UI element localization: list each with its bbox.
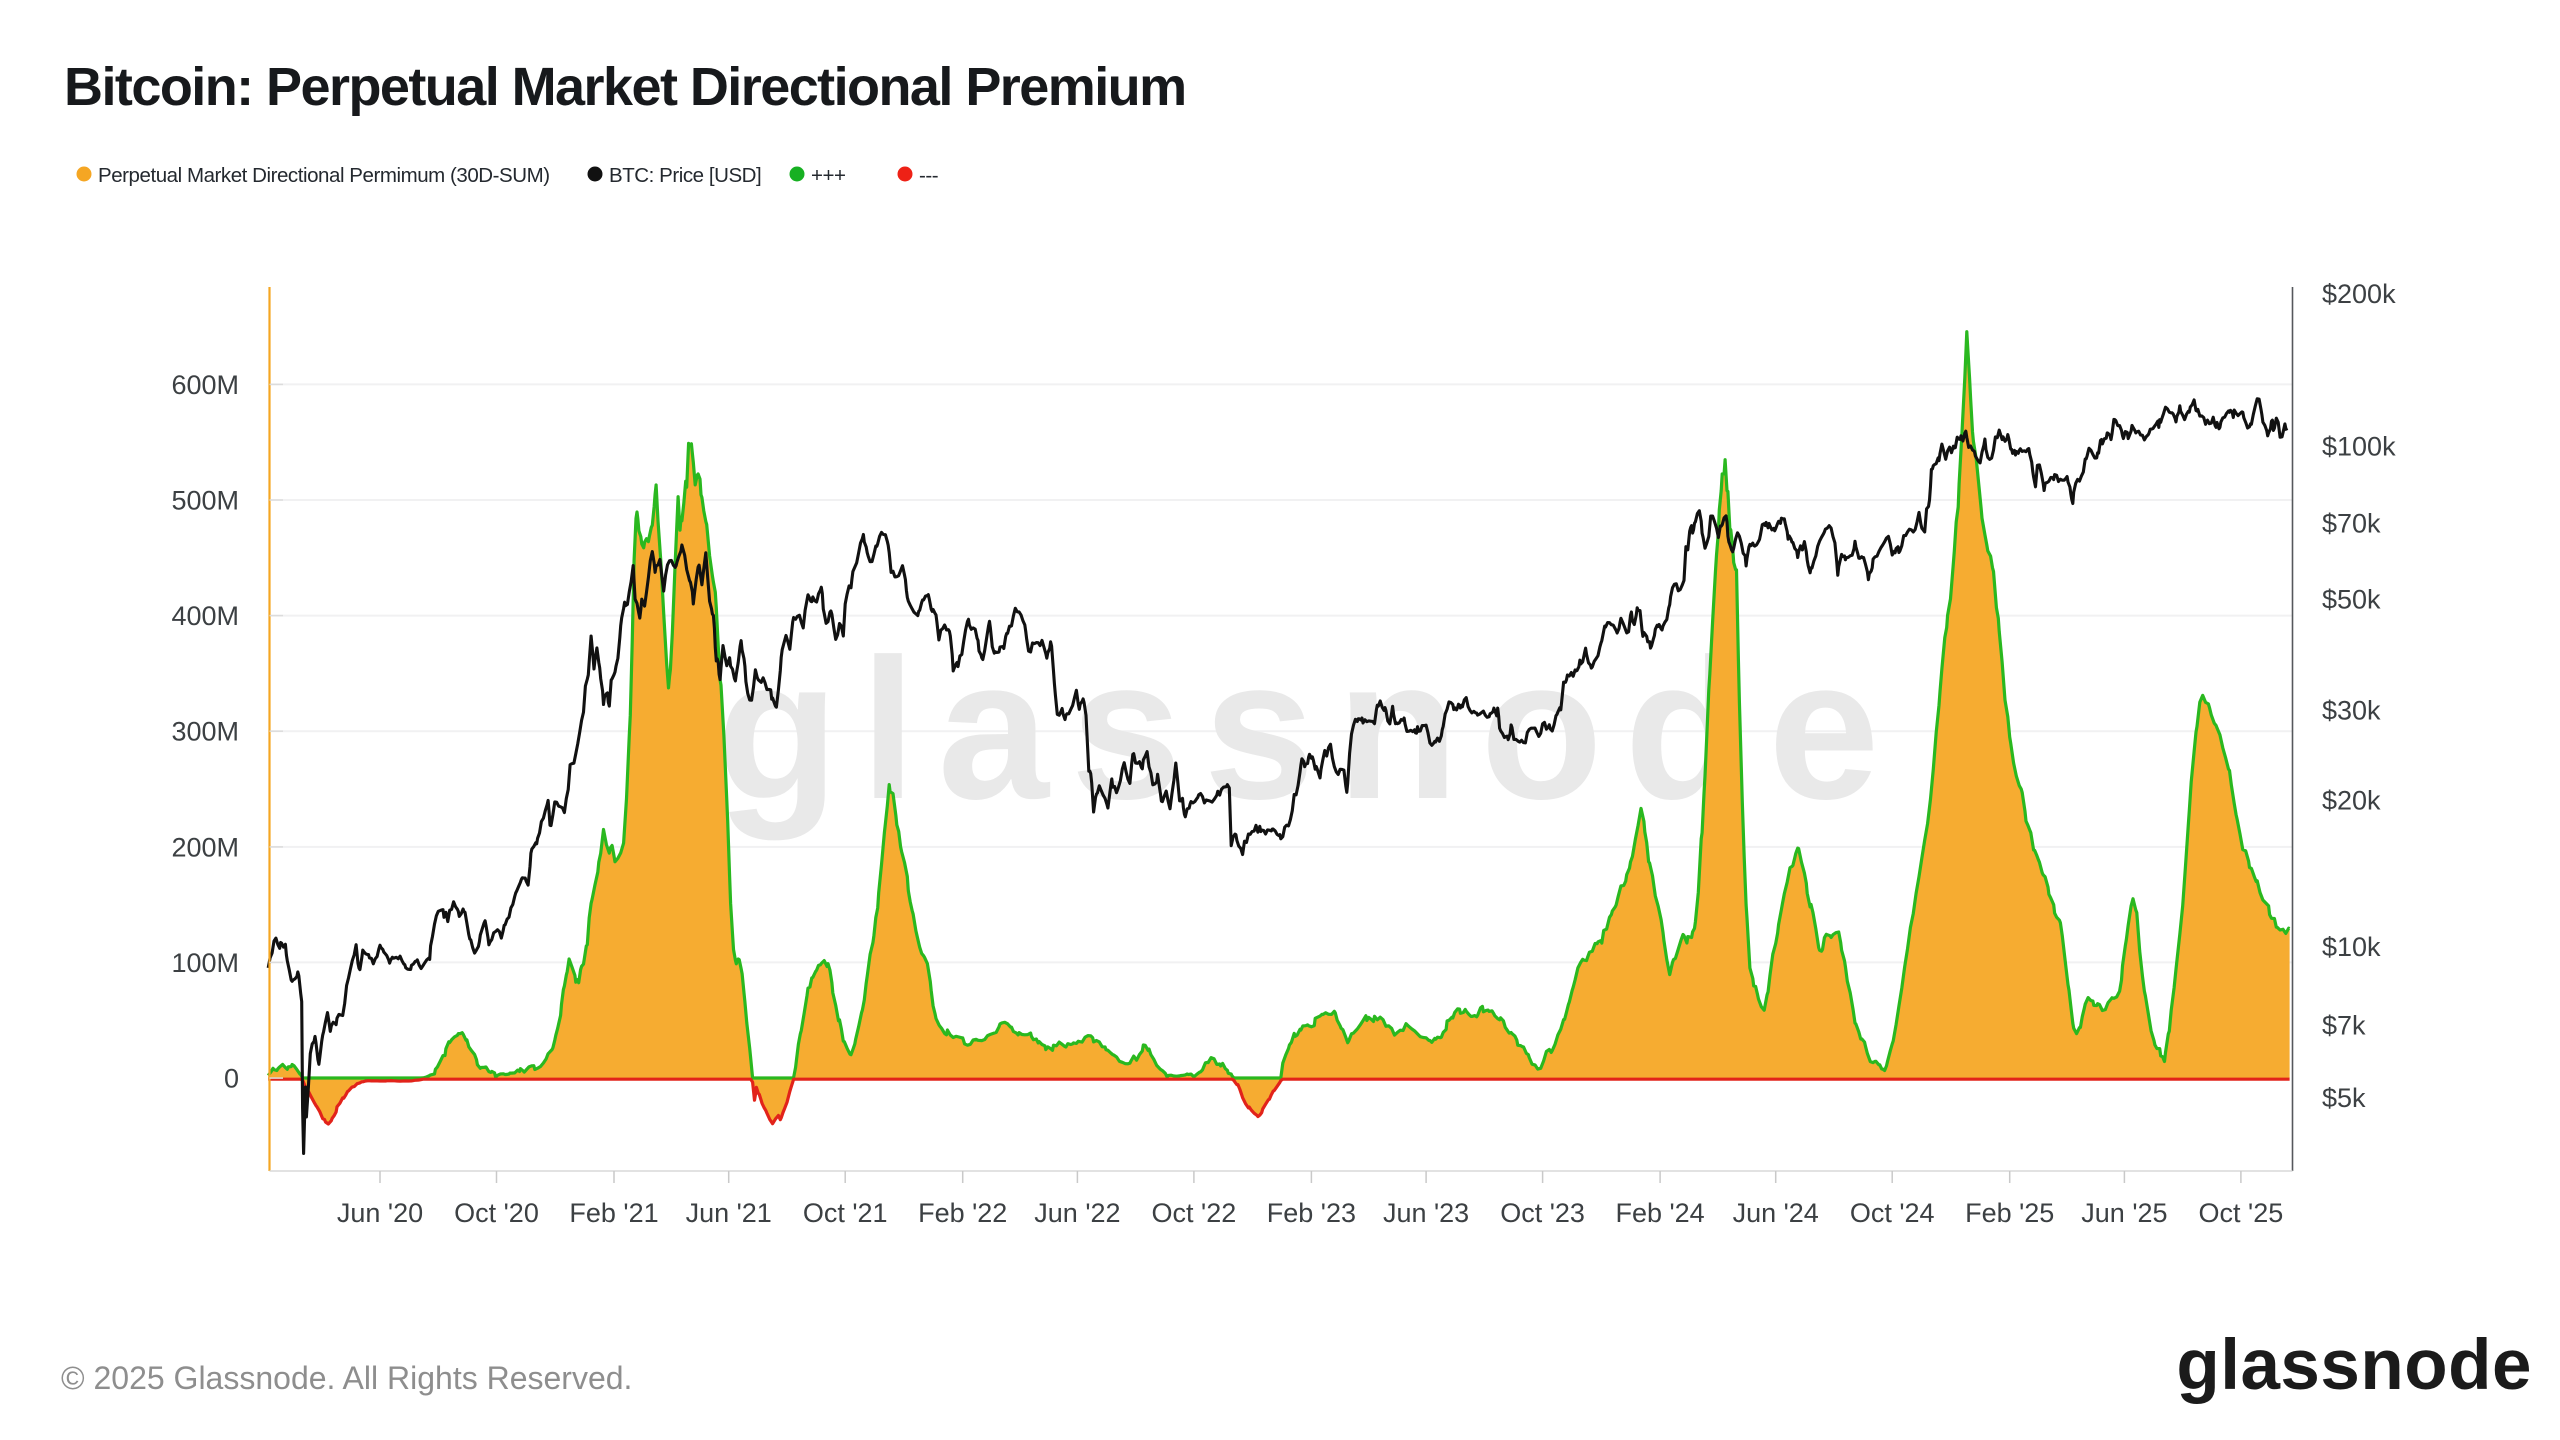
svg-text:500M: 500M bbox=[171, 486, 239, 516]
svg-text:Oct '21: Oct '21 bbox=[803, 1198, 888, 1228]
svg-text:$100k: $100k bbox=[2322, 432, 2396, 462]
svg-text:Feb '24: Feb '24 bbox=[1615, 1198, 1704, 1228]
svg-text:Oct '20: Oct '20 bbox=[454, 1198, 539, 1228]
svg-text:Oct '25: Oct '25 bbox=[2199, 1198, 2284, 1228]
svg-text:Feb '23: Feb '23 bbox=[1267, 1198, 1356, 1228]
svg-text:$30k: $30k bbox=[2322, 696, 2381, 726]
svg-text:Jun '22: Jun '22 bbox=[1034, 1198, 1120, 1228]
svg-text:Jun '20: Jun '20 bbox=[337, 1198, 423, 1228]
svg-text:Jun '21: Jun '21 bbox=[686, 1198, 772, 1228]
svg-text:100M: 100M bbox=[171, 948, 239, 978]
svg-text:---: --- bbox=[919, 164, 938, 187]
svg-text:$10k: $10k bbox=[2322, 932, 2381, 962]
svg-text:$7k: $7k bbox=[2322, 1011, 2366, 1041]
svg-text:Jun '25: Jun '25 bbox=[2081, 1198, 2167, 1228]
svg-text:$20k: $20k bbox=[2322, 786, 2381, 816]
svg-text:Oct '22: Oct '22 bbox=[1152, 1198, 1237, 1228]
svg-text:Feb '25: Feb '25 bbox=[1965, 1198, 2054, 1228]
svg-text:Bitcoin: Perpetual Market Dire: Bitcoin: Perpetual Market Directional Pr… bbox=[64, 57, 1186, 117]
svg-text:Oct '23: Oct '23 bbox=[1500, 1198, 1585, 1228]
svg-text:200M: 200M bbox=[171, 832, 239, 862]
svg-text:Feb '21: Feb '21 bbox=[569, 1198, 658, 1228]
svg-text:300M: 300M bbox=[171, 717, 239, 747]
svg-text:600M: 600M bbox=[171, 370, 239, 400]
svg-text:$70k: $70k bbox=[2322, 509, 2381, 539]
svg-text:+++: +++ bbox=[811, 164, 846, 187]
svg-text:© 2025 Glassnode. All Rights R: © 2025 Glassnode. All Rights Reserved. bbox=[61, 1360, 632, 1396]
svg-text:Jun '24: Jun '24 bbox=[1733, 1198, 1819, 1228]
svg-text:glassnode: glassnode bbox=[2176, 1326, 2532, 1405]
svg-text:Oct '24: Oct '24 bbox=[1850, 1198, 1935, 1228]
svg-text:BTC: Price [USD]: BTC: Price [USD] bbox=[609, 164, 761, 187]
svg-text:Jun '23: Jun '23 bbox=[1383, 1198, 1469, 1228]
svg-text:$50k: $50k bbox=[2322, 585, 2381, 615]
svg-text:glassnode: glassnode bbox=[717, 618, 1880, 841]
svg-text:0: 0 bbox=[224, 1064, 239, 1094]
svg-text:Feb '22: Feb '22 bbox=[918, 1198, 1007, 1228]
svg-text:$5k: $5k bbox=[2322, 1083, 2366, 1113]
svg-text:$200k: $200k bbox=[2322, 279, 2396, 309]
svg-text:Perpetual Market Directional P: Perpetual Market Directional Permimum (3… bbox=[98, 164, 550, 187]
svg-text:400M: 400M bbox=[171, 601, 239, 631]
